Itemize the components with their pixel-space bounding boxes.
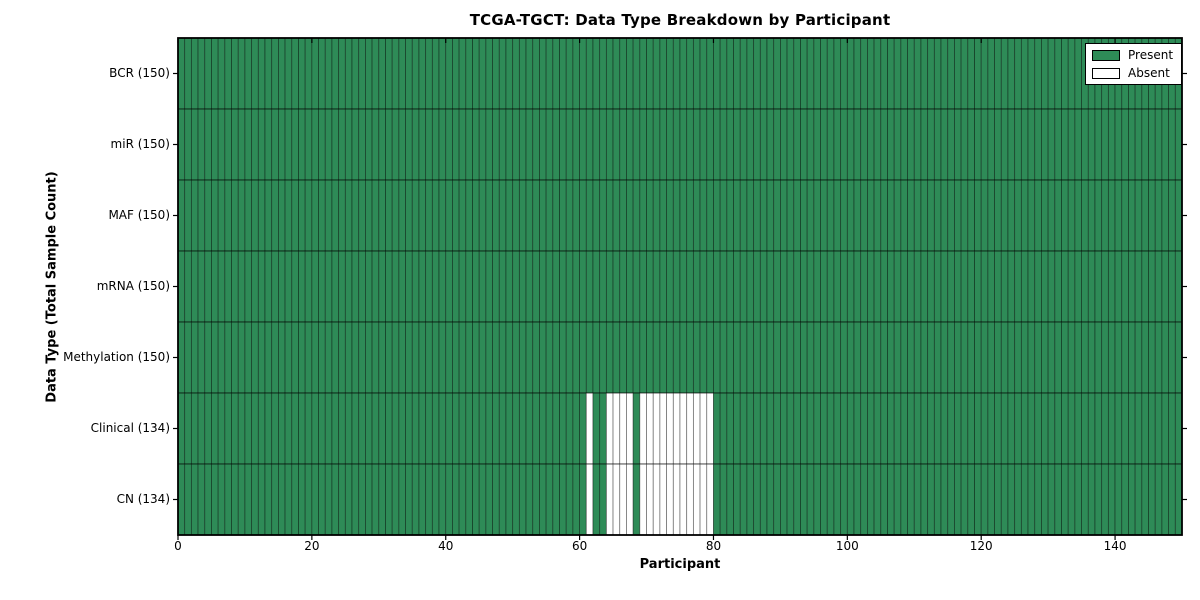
legend: Present Absent <box>1085 43 1183 85</box>
chart-title: TCGA-TGCT: Data Type Breakdown by Partic… <box>469 11 891 29</box>
legend-label-present: Present <box>1128 48 1174 62</box>
legend-item-present: Present <box>1092 48 1173 62</box>
legend-label-absent: Absent <box>1128 66 1170 80</box>
legend-swatch-absent <box>1092 67 1120 79</box>
legend-swatch-present <box>1092 49 1120 61</box>
y-axis-label: Data Type (Total Sample Count) <box>44 171 60 403</box>
cells <box>177 37 1183 536</box>
legend-item-absent: Absent <box>1092 66 1173 80</box>
x-axis-label: Participant <box>639 557 721 572</box>
